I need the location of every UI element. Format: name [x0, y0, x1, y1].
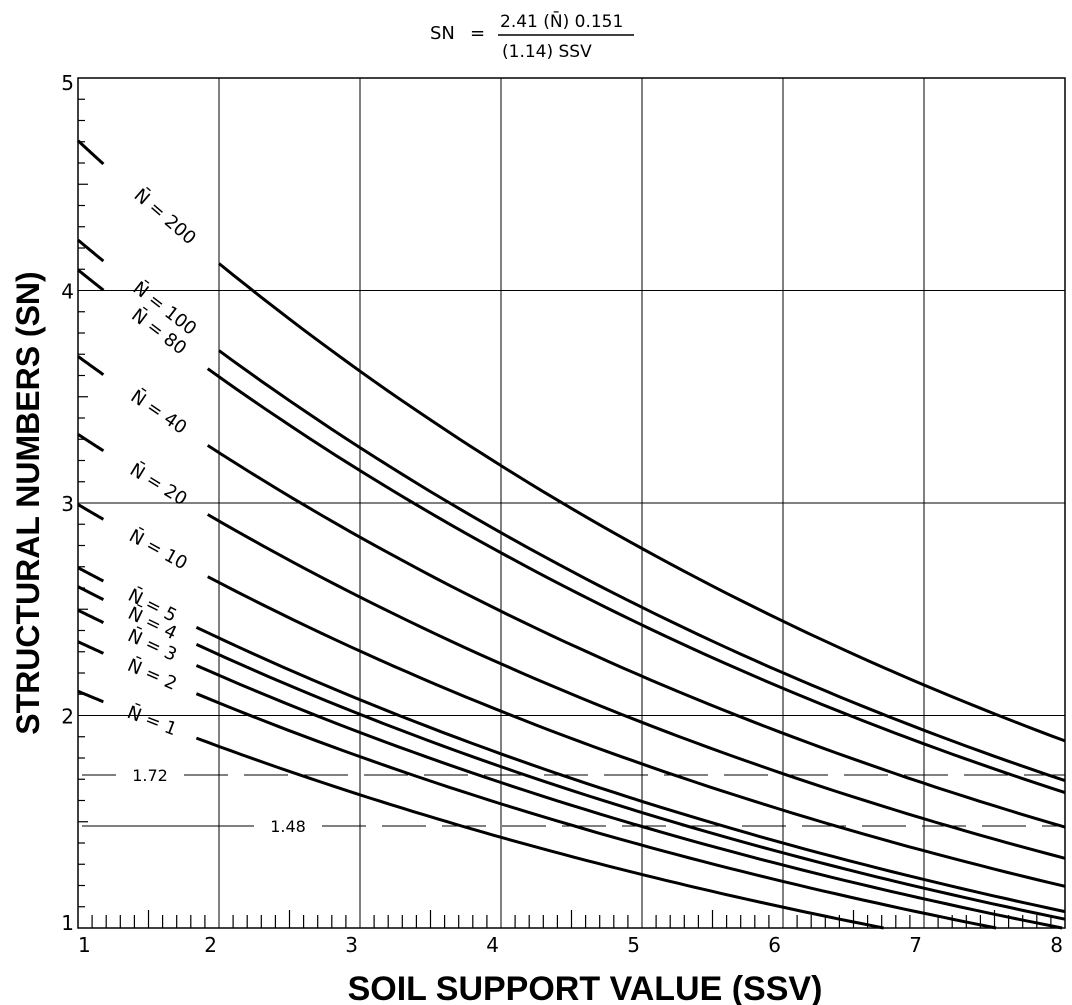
y-tick-label: 4	[61, 280, 74, 304]
series-line-stub	[77, 355, 105, 376]
formula: SN = 2.41 (N̄) 0.151 (1.14) SSV	[430, 10, 634, 62]
x-tick-label: 1	[78, 933, 91, 957]
series-line	[195, 664, 1063, 930]
reference-line-label: 1.48	[270, 817, 306, 836]
x-tick-label: 6	[768, 933, 781, 957]
series-label: N̄ = 200	[130, 184, 201, 249]
grid	[78, 78, 1065, 928]
series-line-stub	[77, 689, 104, 704]
y-tick-label: 1	[61, 911, 74, 935]
x-axis-label: SOIL SUPPORT VALUE (SSV)	[348, 970, 823, 1005]
series-label: N̄ = 20	[126, 458, 191, 510]
x-tick-labels: 1 2 3 4 5 6 7 8	[78, 933, 1063, 957]
minor-ticks	[78, 98, 1052, 928]
x-tick-label: 2	[204, 933, 217, 957]
series-line	[195, 626, 1066, 914]
series-line-stub	[77, 566, 105, 583]
reference-line-label: 1.72	[132, 766, 168, 785]
formula-numerator: 2.41 (N̄) 0.151	[500, 10, 623, 32]
series-line	[195, 736, 884, 930]
x-tick-label: 4	[486, 933, 499, 957]
y-axis-label: STRUCTURAL NUMBERS (SN)	[10, 271, 46, 734]
series-label: N̄ = 40	[127, 385, 192, 439]
y-tick-label: 3	[61, 492, 74, 516]
reference-lines: 1.72 1.48	[82, 766, 1065, 836]
series-line	[206, 444, 1066, 829]
y-tick-label: 5	[61, 71, 74, 95]
series-line-stub	[77, 268, 105, 292]
series-line	[195, 692, 997, 930]
x-tick-label: 7	[909, 933, 922, 957]
x-tick-label: 3	[345, 933, 358, 957]
formula-denominator: (1.14) SSV	[502, 42, 592, 62]
formula-lhs: SN	[430, 23, 455, 44]
series-line-stub	[77, 503, 105, 521]
series-label: N̄ = 1	[124, 701, 180, 740]
series-label: N̄ = 10	[126, 524, 192, 574]
series-line	[218, 349, 1066, 783]
x-tick-label: 5	[627, 933, 640, 957]
series-line	[218, 262, 1066, 743]
series-line	[195, 643, 1066, 921]
series-line-stub	[77, 640, 105, 655]
x-tick-label: 8	[1050, 933, 1063, 957]
series-line-stub	[77, 585, 105, 601]
series-line	[206, 367, 1066, 795]
series-line-stub	[76, 238, 105, 263]
y-tick-label: 2	[61, 705, 74, 729]
formula-equals: =	[470, 23, 485, 44]
series-line-stub	[77, 608, 105, 624]
y-tick-labels: 1 2 3 4 5	[61, 71, 74, 935]
series-line	[206, 513, 1066, 860]
series-line	[207, 575, 1066, 888]
series-line-stub	[76, 139, 105, 166]
series-line-stub	[77, 433, 105, 452]
